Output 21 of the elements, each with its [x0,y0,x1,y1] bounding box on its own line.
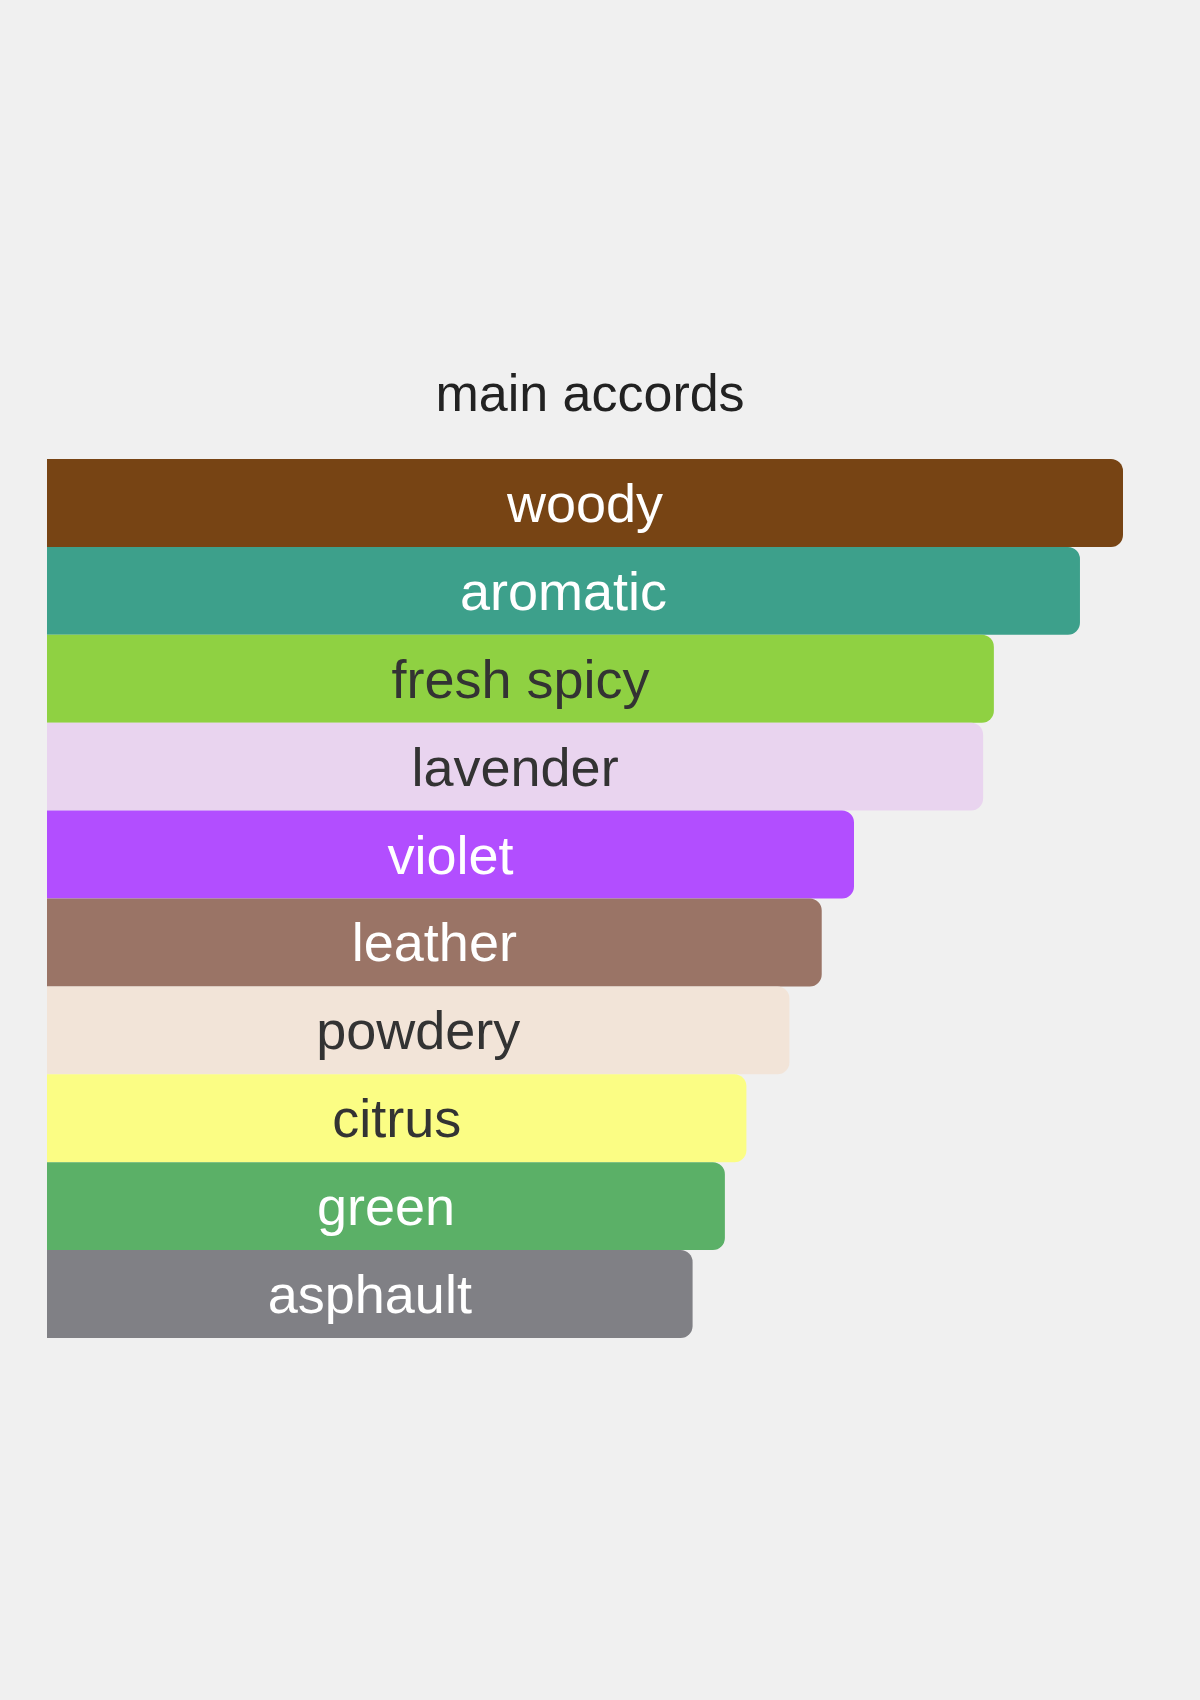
y-tick-label: fresh spicy [391,648,650,709]
bar [47,722,984,811]
bar [47,546,1080,635]
y-tick-label: green [316,1176,455,1237]
bar [47,810,854,899]
bar [47,634,994,723]
y-tick-label: aromatic [459,560,668,621]
bar [47,459,1123,547]
y-tick-label: violet [387,824,514,885]
y-tick-label: lavender [411,736,619,797]
chart-title: main accords [435,364,745,422]
y-tick-label: citrus [332,1088,462,1149]
bar [47,898,822,987]
bar [47,986,790,1075]
bar [47,1162,725,1251]
y-tick-label: woody [505,472,664,533]
bar [47,1250,693,1338]
y-tick-label: leather [351,912,517,973]
y-tick-label: powdery [316,1000,521,1061]
bar [47,1074,747,1163]
y-tick-label: asphault [267,1264,472,1325]
